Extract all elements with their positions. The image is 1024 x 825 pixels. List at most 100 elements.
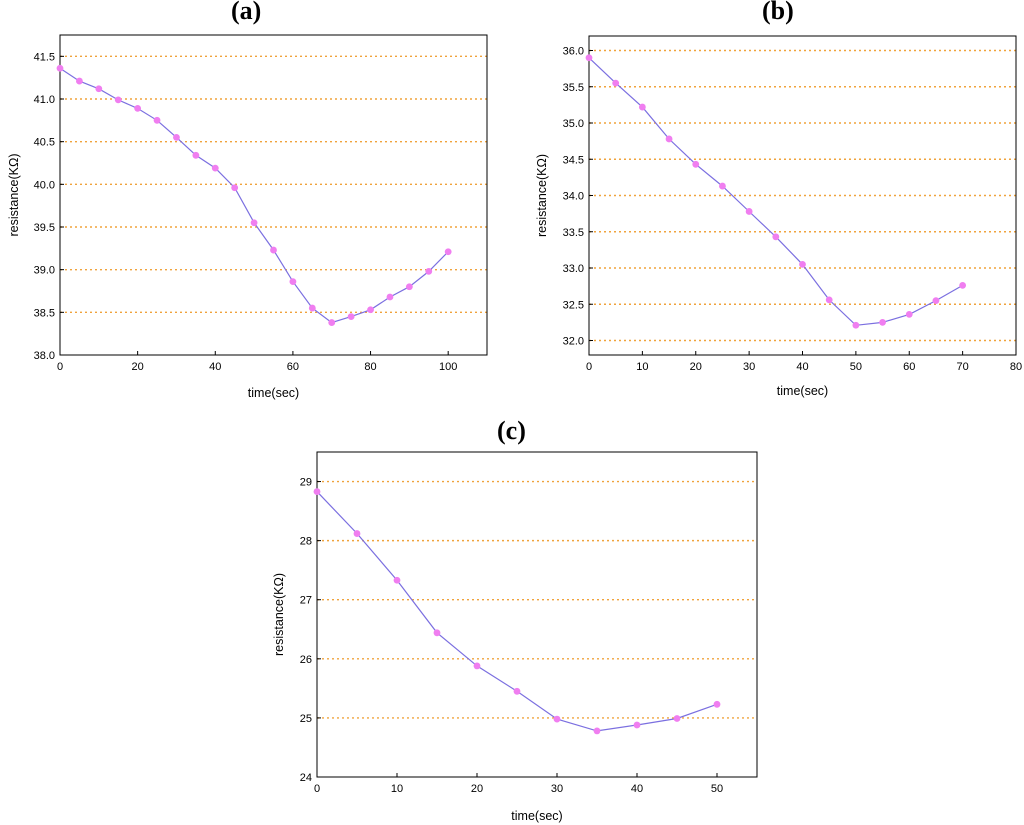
x-tick-label-c: 40 — [631, 783, 643, 795]
y-tick-label-a: 38.0 — [34, 350, 55, 362]
data-point-a — [405, 283, 413, 291]
data-point-b — [932, 297, 940, 305]
data-point-c — [433, 629, 441, 637]
y-tick-label-a: 41.0 — [34, 94, 55, 106]
x-tick-label-b: 30 — [743, 361, 755, 373]
series-line-b — [588, 57, 963, 326]
data-point-a — [308, 304, 316, 312]
data-point-b — [905, 311, 913, 318]
data-point-c — [593, 727, 601, 735]
data-point-c — [513, 687, 521, 695]
plot-frame-a — [59, 34, 488, 356]
y-tick-label-b: 34.5 — [563, 154, 584, 166]
data-point-c — [353, 530, 361, 537]
y-tick-label-b: 34.0 — [563, 191, 584, 203]
data-point-c — [673, 715, 681, 722]
y-axis-title-b: resistance(KΩ) — [535, 154, 549, 237]
chart-a: 38.0 38.5 39.0 39.5 40.0 40.5 41.0 41.5 0 20 40 60 8… — [7, 34, 488, 400]
x-tick-label-b: 20 — [690, 361, 702, 373]
y-tick-label-a: 40.0 — [34, 179, 55, 191]
data-point-a — [114, 96, 122, 104]
x-tick-label-c: 0 — [314, 783, 320, 795]
y-tick-label-a: 39.5 — [34, 222, 55, 234]
x-tick-label-a: 60 — [287, 361, 299, 373]
x-tick-label-b: 50 — [850, 361, 862, 373]
y-tick-label-c: 24 — [300, 772, 312, 784]
data-point-b — [692, 160, 700, 168]
y-tick-label-c: 29 — [300, 477, 312, 489]
data-point-a — [347, 313, 355, 320]
y-tick-label-b: 33.0 — [563, 263, 584, 275]
x-axis-title-a: time(sec) — [248, 386, 299, 400]
x-tick-label-b: 10 — [636, 361, 648, 373]
x-tick-label-b: 60 — [903, 361, 915, 373]
x-axis-title-b: time(sec) — [777, 384, 828, 398]
plot-frame-c — [316, 451, 758, 778]
y-tick-label-c: 28 — [300, 536, 312, 548]
y-axis-title-c: resistance(KΩ) — [272, 573, 286, 656]
chart-c: 24 25 26 27 28 29 0 10 20 30 40 50 time(sec) resistan… — [272, 451, 758, 823]
x-tick-label-b: 40 — [796, 361, 808, 373]
data-point-b — [959, 282, 967, 289]
data-point-a — [328, 319, 336, 326]
series-line-c — [316, 491, 718, 732]
data-point-a — [56, 64, 64, 72]
y-tick-label-a: 41.5 — [34, 51, 55, 63]
x-tick-label-a: 20 — [132, 361, 144, 373]
plot-frame-b — [588, 35, 1017, 356]
data-point-c — [713, 700, 721, 708]
data-point-b — [745, 208, 753, 215]
x-tick-label-a: 80 — [364, 361, 376, 373]
series-line-a — [59, 67, 449, 324]
y-tick-label-c: 26 — [300, 654, 312, 666]
y-tick-label-c: 25 — [300, 713, 312, 725]
data-point-a — [386, 293, 394, 301]
data-point-a — [95, 85, 103, 93]
data-point-b — [852, 321, 860, 329]
data-point-c — [393, 576, 401, 584]
x-tick-label-b: 70 — [957, 361, 969, 373]
y-tick-label-a: 38.5 — [34, 307, 55, 319]
data-point-b — [879, 318, 886, 326]
data-point-a — [192, 151, 200, 159]
y-tick-label-b: 32.0 — [563, 336, 584, 348]
panel-b-label: (b) — [762, 0, 794, 25]
data-point-b — [825, 296, 833, 304]
x-tick-label-b: 80 — [1010, 361, 1022, 373]
data-point-a — [211, 164, 219, 172]
data-point-b — [799, 260, 806, 268]
chart-b: 32.0 32.5 33.0 33.5 34.0 34.5 35.0 35.5 36.0 0 10 2… — [535, 35, 1022, 398]
data-point-a — [173, 134, 180, 141]
data-point-a — [367, 306, 374, 314]
data-point-b — [665, 135, 673, 143]
data-point-b — [719, 182, 726, 190]
y-tick-label-a: 39.0 — [34, 265, 55, 277]
x-tick-label-c: 10 — [391, 783, 403, 795]
panel-c-label: (c) — [497, 416, 526, 445]
data-point-c — [473, 662, 481, 670]
data-point-a — [231, 184, 239, 192]
data-point-a — [76, 77, 83, 85]
data-point-c — [313, 488, 321, 495]
data-point-c — [633, 721, 641, 729]
y-axis-title-a: resistance(KΩ) — [7, 154, 21, 237]
x-tick-label-a: 0 — [57, 361, 63, 373]
data-point-a — [134, 104, 142, 112]
data-point-b — [585, 54, 593, 62]
x-tick-label-a: 100 — [439, 361, 457, 373]
x-tick-label-c: 30 — [551, 783, 563, 795]
x-tick-label-b: 0 — [586, 361, 592, 373]
x-tick-label-c: 20 — [471, 783, 483, 795]
y-tick-label-b: 32.5 — [563, 299, 584, 311]
data-point-b — [772, 233, 780, 241]
data-point-c — [553, 715, 561, 723]
panel-a-label: (a) — [231, 0, 262, 25]
data-point-a — [270, 246, 277, 254]
y-tick-label-b: 36.0 — [563, 46, 584, 58]
data-point-a — [153, 116, 161, 124]
y-tick-label-c: 27 — [300, 595, 312, 607]
data-point-b — [612, 79, 620, 87]
data-point-a — [250, 219, 258, 227]
data-point-a — [425, 267, 433, 275]
